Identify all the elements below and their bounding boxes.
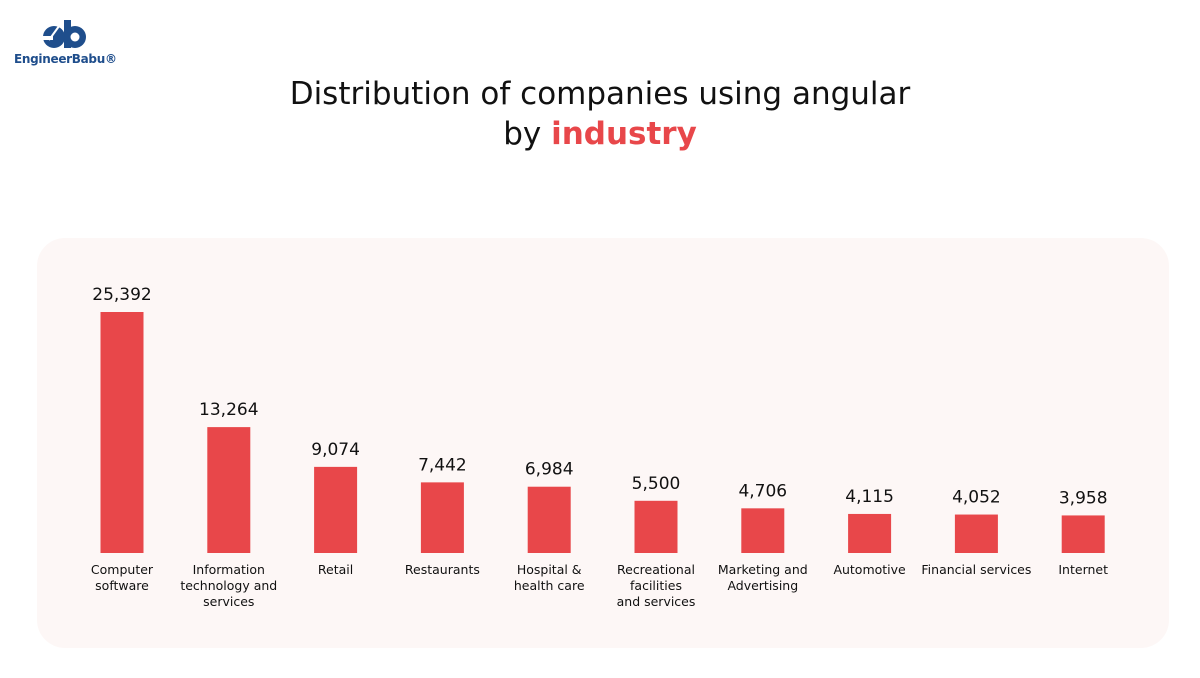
bar-8	[954, 514, 998, 553]
bar-2	[314, 466, 358, 553]
title-highlight: industry	[551, 116, 697, 152]
value-label: 3,958	[1059, 488, 1108, 508]
category-label: Advertising	[727, 578, 798, 593]
engineerbabu-logo: EngineerBabu®	[14, 14, 124, 70]
category-label: Information	[193, 562, 265, 577]
value-label: 5,500	[632, 474, 681, 494]
chart-title: Distribution of companies using angular …	[0, 74, 1200, 154]
category-label: technology and	[180, 578, 277, 593]
category-label: Financial services	[921, 562, 1031, 577]
bar-4	[527, 486, 571, 553]
value-label: 13,264	[199, 400, 258, 420]
category-label: health care	[514, 578, 585, 593]
title-line1: Distribution of companies using angular	[289, 76, 911, 112]
bar-9	[1061, 515, 1105, 553]
category-label: Hospital &	[517, 562, 582, 577]
value-label: 9,074	[311, 440, 360, 460]
title-line2: by industry	[503, 116, 697, 152]
value-label: 25,392	[92, 285, 151, 305]
bar-1	[207, 427, 251, 553]
value-label: 4,115	[845, 487, 894, 507]
category-label: Recreational	[617, 562, 695, 577]
category-label: Retail	[318, 562, 353, 577]
category-label: Restaurants	[405, 562, 480, 577]
category-label: Marketing and	[718, 562, 808, 577]
bar-3	[420, 482, 464, 553]
value-label: 6,984	[525, 460, 574, 480]
category-label: software	[95, 578, 149, 593]
bar-0	[100, 312, 144, 553]
category-label: facilities	[630, 578, 682, 593]
brand-name: EngineerBabu®	[14, 52, 117, 66]
bar-6	[741, 508, 785, 553]
value-label: 4,706	[738, 481, 787, 501]
category-label: Automotive	[833, 562, 906, 577]
value-label: 4,052	[952, 488, 1001, 508]
category-label: Internet	[1058, 562, 1108, 577]
category-label: services	[203, 594, 254, 609]
bar-7	[848, 513, 892, 553]
value-label: 7,442	[418, 455, 467, 475]
category-label: and services	[617, 594, 696, 609]
category-label: Computer	[91, 562, 154, 577]
bar-5	[634, 500, 678, 553]
eb-logo-icon	[43, 20, 86, 48]
